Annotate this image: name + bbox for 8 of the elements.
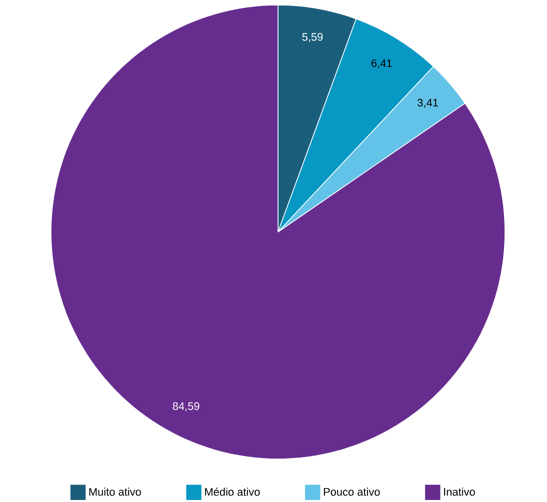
legend-label: Muito ativo — [89, 488, 141, 496]
legend-label: Médio ativo — [205, 488, 260, 496]
legend-label: Pouco ativo — [324, 488, 380, 496]
data-label: 3,41 — [418, 98, 438, 108]
data-label: 6,41 — [372, 59, 392, 68]
data-label: 5,59 — [302, 33, 323, 42]
data-label: 84,59 — [172, 402, 200, 412]
legend-label: Inativo — [444, 488, 475, 496]
